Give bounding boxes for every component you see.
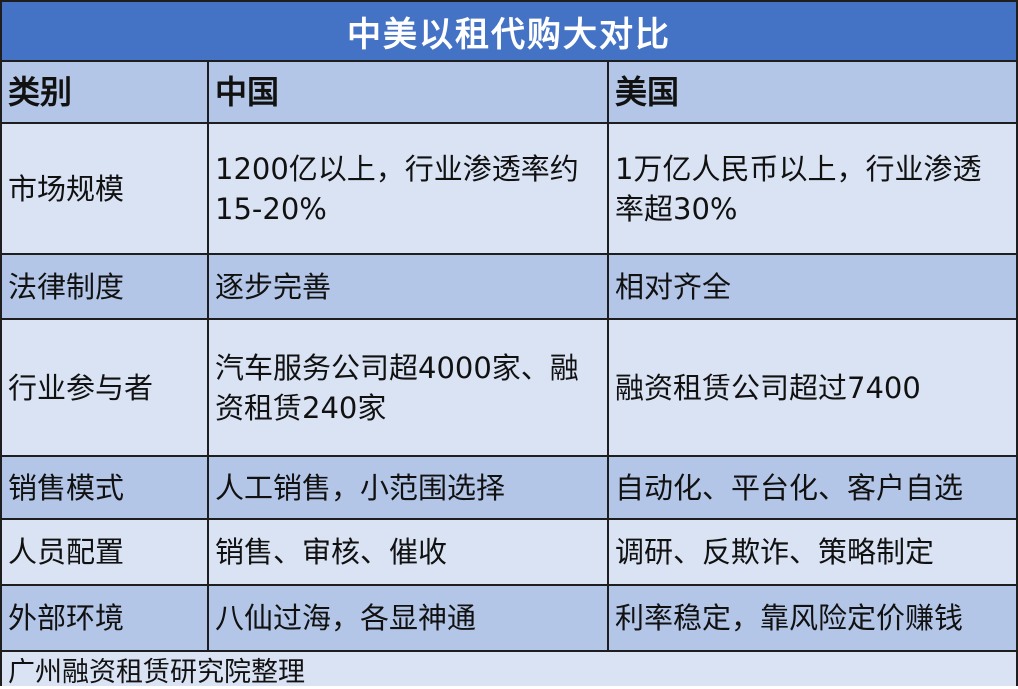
header-china: 中国 — [207, 62, 607, 122]
table-row: 行业参与者 汽车服务公司超4000家、融资租赁240家 融资租赁公司超过7400 — [2, 320, 1016, 457]
cell-china: 汽车服务公司超4000家、融资租赁240家 — [207, 320, 607, 455]
table-row: 外部环境 八仙过海，各显神通 利率稳定，靠风险定价赚钱 — [2, 586, 1016, 652]
table-row: 销售模式 人工销售，小范围选择 自动化、平台化、客户自选 — [2, 457, 1016, 520]
header-category: 类别 — [8, 73, 73, 111]
header-usa: 美国 — [607, 62, 1016, 122]
cell-category: 行业参与者 — [8, 370, 154, 405]
header-row: 类别 中国 美国 — [2, 62, 1016, 124]
cell-category: 市场规模 — [8, 171, 125, 206]
cell-usa: 调研、反欺诈、策略制定 — [607, 520, 1016, 584]
cell-category: 外部环境 — [8, 601, 125, 635]
cell-china: 八仙过海，各显神通 — [207, 586, 607, 650]
table-row: 市场规模 1200亿以上，行业渗透率约15-20% 1万亿人民币以上，行业渗透率… — [2, 124, 1016, 255]
cell-category: 人员配置 — [8, 535, 125, 569]
source-note: 广州融资租赁研究院整理 — [2, 652, 1016, 688]
table-title: 中美以租代购大对比 — [2, 2, 1016, 62]
cell-china: 逐步完善 — [207, 255, 607, 318]
cell-category: 销售模式 — [8, 470, 125, 505]
cell-usa: 自动化、平台化、客户自选 — [607, 457, 1016, 518]
cell-usa: 1万亿人民币以上，行业渗透率超30% — [607, 124, 1016, 253]
cell-china: 销售、审核、催收 — [207, 520, 607, 584]
cell-usa: 利率稳定，靠风险定价赚钱 — [607, 586, 1016, 650]
table-row: 法律制度 逐步完善 相对齐全 — [2, 255, 1016, 320]
cell-usa: 融资租赁公司超过7400 — [607, 320, 1016, 455]
cell-usa: 相对齐全 — [607, 255, 1016, 318]
table-row: 人员配置 销售、审核、催收 调研、反欺诈、策略制定 — [2, 520, 1016, 586]
cell-china: 人工销售，小范围选择 — [207, 457, 607, 518]
cell-china: 1200亿以上，行业渗透率约15-20% — [207, 124, 607, 253]
cell-category: 法律制度 — [8, 269, 125, 304]
